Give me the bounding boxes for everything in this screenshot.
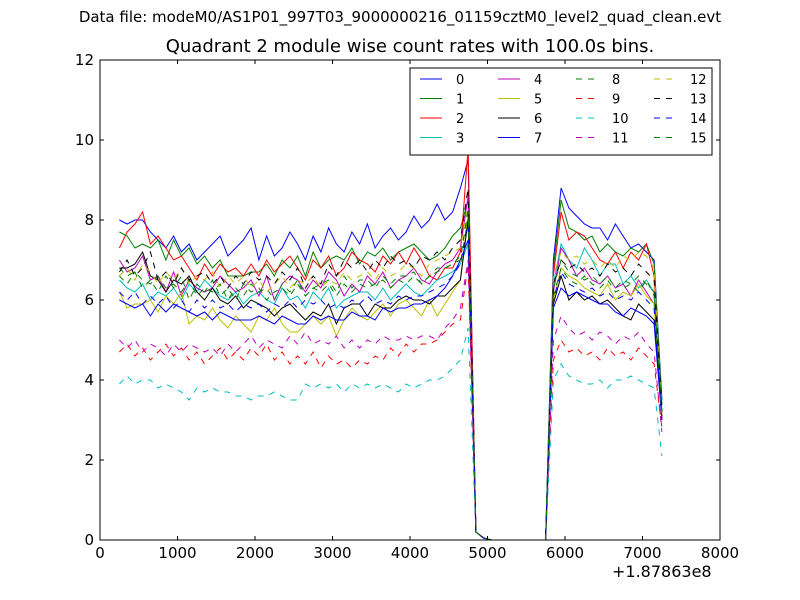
series-line-12 xyxy=(119,203,663,541)
series-line-6 xyxy=(119,219,663,541)
x-tick-label: 7000 xyxy=(623,544,661,562)
legend-label-4: 4 xyxy=(534,73,542,88)
series-line-15 xyxy=(119,211,663,541)
y-tick-label: 8 xyxy=(84,211,94,229)
ticks-layer: 0 1000 2000 3000 4000 5000 6000 7000 80000246810… xyxy=(75,51,739,562)
y-tick-label: 6 xyxy=(84,291,94,309)
legend-label-2: 2 xyxy=(456,112,464,127)
series-line-3 xyxy=(119,242,663,541)
x-tick-label: 2000 xyxy=(236,544,274,562)
legend-label-13: 13 xyxy=(690,93,707,108)
legend-label-3: 3 xyxy=(456,132,464,147)
y-tick-label: 4 xyxy=(84,371,94,389)
legend-label-7: 7 xyxy=(534,132,542,147)
x-tick-label: 3000 xyxy=(313,544,351,562)
series-line-5 xyxy=(118,211,663,541)
legend-label-9: 9 xyxy=(612,93,620,108)
y-tick-label: 10 xyxy=(75,131,94,149)
legend-box xyxy=(409,67,713,156)
legend-label-15: 15 xyxy=(690,132,707,147)
legend-label-10: 10 xyxy=(612,112,629,127)
series-line-7 xyxy=(119,239,663,541)
legend-label-11: 11 xyxy=(612,132,629,147)
x-tick-label: 5000 xyxy=(468,544,506,562)
series-line-11 xyxy=(119,259,663,541)
figure-suptitle: Data file: modeM0/AS1P01_997T03_90000002… xyxy=(78,8,722,26)
legend-label-5: 5 xyxy=(534,93,542,108)
legend-label-1: 1 xyxy=(456,93,464,108)
x-tick-label: 8000 xyxy=(701,544,739,562)
series-line-10 xyxy=(119,327,663,541)
legend-label-6: 6 xyxy=(534,112,542,127)
x-axis-offset-label: +1.87863e8 xyxy=(612,562,712,581)
series-line-9 xyxy=(119,263,663,541)
legend-label-12: 12 xyxy=(690,73,707,88)
x-tick-label: 6000 xyxy=(546,544,584,562)
series-line-13 xyxy=(118,187,663,541)
y-tick-label: 0 xyxy=(84,531,94,549)
series-line-4 xyxy=(118,195,663,541)
x-tick-label: 0 xyxy=(95,544,105,562)
y-tick-label: 2 xyxy=(84,451,94,469)
y-tick-label: 12 xyxy=(75,51,94,69)
legend-label-8: 8 xyxy=(612,73,620,88)
x-tick-label: 4000 xyxy=(391,544,429,562)
chart-title: Quadrant 2 module wise count rates with … xyxy=(165,36,655,57)
series-line-0 xyxy=(119,159,663,541)
legend-label-0: 0 xyxy=(456,73,464,88)
series-line-2 xyxy=(118,147,663,541)
x-tick-label: 1000 xyxy=(158,544,196,562)
legend-label-14: 14 xyxy=(690,112,707,127)
series-line-8 xyxy=(119,207,663,541)
series-layer xyxy=(118,147,663,541)
series-line-1 xyxy=(119,199,663,541)
series-line-14 xyxy=(119,219,663,541)
